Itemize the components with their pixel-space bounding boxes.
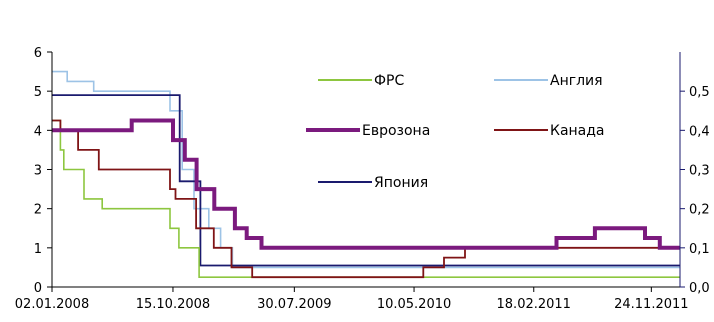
x-tick-label: 18.02.2011 — [497, 297, 571, 312]
x-tick-label: 10.05.2010 — [377, 297, 451, 312]
legend-item-eurozone: Еврозона — [306, 123, 430, 139]
series-line-eurozone — [52, 118, 680, 250]
series-line-frs — [52, 119, 680, 278]
y-tick-label: 1 — [34, 242, 42, 257]
legend: ФРС Англия Еврозона Канада Япония — [306, 73, 605, 191]
x-tick-label: 30.07.2009 — [257, 297, 331, 312]
legend-label-frs: ФРС — [374, 73, 404, 89]
series-line-japan — [52, 94, 680, 267]
y2-tick-label: 0,5 — [689, 85, 710, 100]
x-tick-label: 15.10.2008 — [136, 297, 210, 312]
legend-label-japan: Япония — [374, 175, 428, 191]
x-tick-label: 02.01.2008 — [15, 297, 89, 312]
y-tick-label: 2 — [34, 203, 42, 218]
y2-ticks: 0,0 0,1 0,2 0,3 0,4 0,5 — [680, 85, 710, 296]
y-tick-label: 3 — [34, 164, 42, 179]
y-tick-label: 4 — [34, 124, 42, 139]
legend-item-frs: ФРС — [318, 73, 404, 89]
x-ticks: 02.01.2008 15.10.2008 30.07.2009 10.05.2010… — [15, 287, 689, 312]
plot-lines — [52, 70, 680, 279]
legend-item-england: Англия — [494, 73, 603, 89]
legend-label-canada: Канада — [550, 123, 605, 139]
y2-tick-label: 0,2 — [689, 203, 710, 218]
y2-tick-label: 0,4 — [689, 124, 710, 139]
y-tick-label: 6 — [34, 46, 42, 61]
series-line-canada — [52, 119, 680, 279]
x-tick-label: 24.11.2011 — [614, 297, 688, 312]
legend-item-canada: Канада — [494, 123, 605, 139]
legend-item-japan: Япония — [318, 175, 428, 191]
y-ticks: 0 1 2 3 4 5 6 — [34, 46, 52, 296]
legend-label-eurozone: Еврозона — [362, 123, 430, 139]
y2-tick-label: 0,1 — [689, 242, 710, 257]
y2-tick-label: 0,0 — [689, 281, 710, 296]
y-tick-label: 5 — [34, 85, 42, 100]
legend-label-england: Англия — [550, 73, 603, 89]
y-tick-label: 0 — [34, 281, 42, 296]
y2-tick-label: 0,3 — [689, 164, 710, 179]
